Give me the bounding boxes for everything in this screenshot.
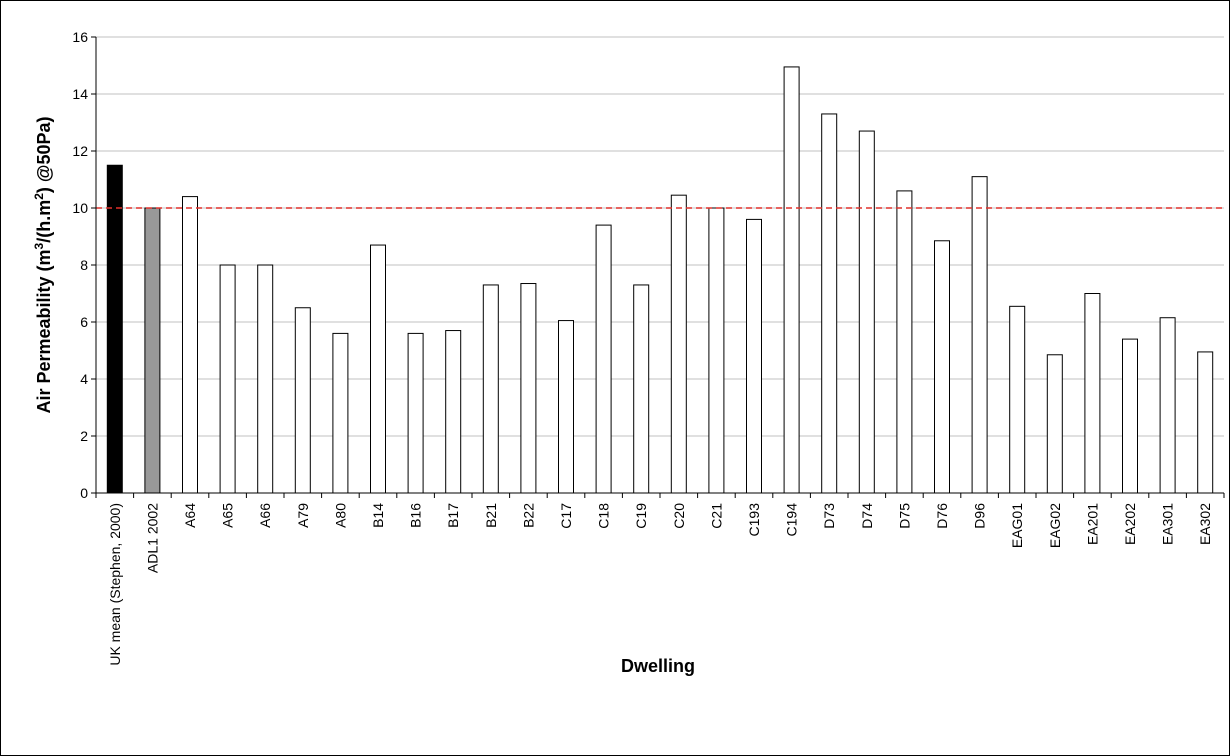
bar-eag01 [1009, 305, 1026, 494]
x-tick-label: EA201 [1084, 503, 1100, 545]
bar-b14 [370, 244, 386, 494]
bar-eag02 [1046, 354, 1063, 494]
bar-a64 [182, 196, 198, 494]
bar-ea201 [1084, 293, 1101, 494]
y-tick-label: 4 [80, 371, 88, 387]
bar-ea202 [1122, 338, 1138, 494]
x-tick-label: D96 [972, 503, 988, 529]
x-tick-label: EAG01 [1009, 503, 1025, 548]
bar-c20 [670, 194, 687, 494]
x-tick-label: UK mean (Stephen, 2000) [107, 503, 123, 666]
x-tick-label: EAG02 [1047, 503, 1063, 548]
y-tick-label: 16 [72, 29, 88, 45]
bar-ea302 [1197, 351, 1214, 494]
bar-a79 [294, 307, 311, 494]
bar-c21 [708, 207, 725, 494]
x-tick-label: A65 [220, 503, 236, 528]
bars [106, 66, 1214, 494]
y-tick-label: 0 [80, 485, 88, 501]
y-tick-label: 8 [80, 257, 88, 273]
x-tick-label: B14 [370, 503, 386, 528]
x-tick-label: ADL1 2002 [144, 503, 160, 573]
x-tick-label: D76 [934, 503, 950, 529]
y-axis-title-suffix: ) @50Pa) [34, 116, 54, 193]
x-tick-label: EA302 [1197, 503, 1213, 545]
bar-c18 [595, 224, 612, 494]
y-tick-label: 12 [72, 143, 88, 159]
x-tick-label: A79 [295, 503, 311, 528]
x-axis-title: Dwelling [621, 656, 695, 676]
y-tick-label: 10 [72, 200, 88, 216]
bar-c17 [558, 320, 574, 494]
x-tick-label: EA301 [1160, 503, 1176, 545]
bar-a66 [257, 264, 274, 494]
x-tick-label: D75 [896, 503, 912, 529]
y-axis-title-sup1: 3 [32, 242, 46, 249]
x-tick-label: C21 [708, 503, 724, 529]
x-tick-labels: UK mean (Stephen, 2000) ADL1 2002 A64 A65 A6… [107, 503, 1213, 666]
x-tick-label: C19 [633, 503, 649, 529]
axes [91, 36, 1225, 498]
y-tick-label: 14 [72, 86, 88, 102]
bar-c193 [746, 218, 762, 494]
y-axis-title-middle: /(h.m [34, 200, 54, 243]
bar-uk-mean-stephen-2000 [106, 164, 123, 494]
y-axis-title-sup2: 2 [32, 193, 46, 200]
y-axis-title-prefix: Air Permeability (m [34, 249, 54, 413]
bar-d74 [858, 130, 875, 494]
x-tick-label: B16 [408, 503, 424, 528]
bar-a80 [332, 332, 349, 494]
bar-c194 [783, 66, 800, 494]
x-tick-label: D74 [859, 503, 875, 529]
x-tick-label: C20 [671, 503, 687, 529]
bar-d96 [971, 176, 988, 494]
bar-a65 [219, 264, 236, 494]
bar-adl1-2002 [144, 207, 161, 494]
bar-d73 [821, 113, 838, 494]
x-tick-label: D73 [821, 503, 837, 529]
bar-b16 [407, 332, 424, 494]
bar-ea301 [1159, 317, 1176, 494]
x-tick-label: A80 [332, 503, 348, 528]
x-tick-label: C193 [746, 503, 762, 537]
y-tick-label: 2 [80, 428, 88, 444]
x-tick-label: C194 [784, 503, 800, 537]
bar-d75 [896, 190, 913, 494]
bar-b17 [445, 330, 462, 494]
y-axis-title: Air Permeability (m3/(h.m2) @50Pa) [32, 116, 54, 413]
x-tick-label: C17 [558, 503, 574, 529]
bar-c19 [633, 284, 650, 494]
x-tick-label: EA202 [1122, 503, 1138, 545]
x-tick-label: B17 [445, 503, 461, 528]
y-tick-labels: 0 2 4 6 8 10 12 14 16 [72, 29, 88, 501]
x-tick-label: A64 [182, 503, 198, 528]
x-tick-label: A66 [257, 503, 273, 528]
bar-b21 [482, 284, 499, 494]
bar-b22 [520, 283, 537, 494]
bar-d76 [934, 240, 950, 494]
x-tick-label: C18 [596, 503, 612, 529]
y-tick-label: 6 [80, 314, 88, 330]
x-tick-label: B21 [483, 503, 499, 528]
x-tick-label: B22 [520, 503, 536, 528]
